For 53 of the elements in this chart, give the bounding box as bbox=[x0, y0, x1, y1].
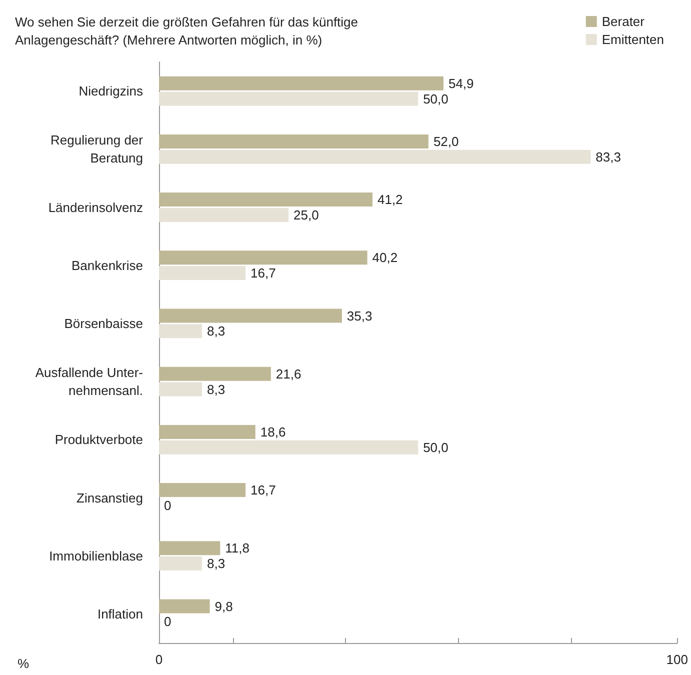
data-label: 11,8 bbox=[225, 540, 250, 556]
y-tick-label: Niedrigzins bbox=[78, 84, 144, 99]
y-tick-label: Immobilienblase bbox=[49, 548, 143, 564]
data-label: 25,0 bbox=[294, 207, 319, 222]
bar bbox=[159, 541, 220, 556]
x-tick-label: 100 bbox=[666, 652, 688, 667]
bar bbox=[159, 440, 418, 454]
bar bbox=[159, 134, 428, 148]
bar bbox=[159, 192, 372, 207]
data-label: 0 bbox=[164, 498, 172, 513]
bar bbox=[159, 324, 202, 338]
chart-title: Wo sehen Sie derzeit die größten Gefahren für das künftige Anlagengeschäft? (Mehrere Antworten möglich, in %) bbox=[15, 14, 358, 48]
bar bbox=[159, 92, 418, 106]
bar bbox=[159, 308, 342, 323]
data-label: 9,8 bbox=[214, 598, 233, 614]
data-label: 50,0 bbox=[423, 440, 448, 455]
data-label: 0 bbox=[164, 614, 172, 630]
data-label: 8,3 bbox=[207, 382, 226, 397]
x-axis-title: % bbox=[17, 656, 30, 671]
data-label: 54,9 bbox=[448, 76, 474, 91]
data-label: 35,3 bbox=[346, 308, 372, 324]
data-label: 52,0 bbox=[433, 134, 459, 149]
y-tick-label: Länderinsolvenz bbox=[48, 200, 143, 215]
y-tick-label: Produktverbote bbox=[54, 432, 143, 448]
y-tick-label: Inflation bbox=[97, 606, 143, 622]
data-label: 8,3 bbox=[207, 556, 226, 572]
data-label: 16,7 bbox=[250, 266, 276, 281]
legend-label: Berater bbox=[602, 14, 646, 29]
bar bbox=[159, 599, 210, 614]
bar bbox=[159, 208, 289, 222]
data-label: 21,6 bbox=[276, 366, 302, 382]
data-label: 41,2 bbox=[377, 192, 403, 208]
data-label: 8,3 bbox=[207, 324, 226, 339]
y-tick-label: Bankenkrise bbox=[71, 258, 143, 273]
bar bbox=[159, 483, 246, 498]
bar bbox=[159, 150, 591, 164]
bar bbox=[159, 250, 368, 265]
data-label: 16,7 bbox=[250, 482, 276, 498]
y-tick-label: Regulierung der Beratung bbox=[50, 132, 144, 166]
bar bbox=[159, 424, 256, 439]
data-label: 50,0 bbox=[423, 91, 448, 106]
data-label: 83,3 bbox=[596, 149, 621, 164]
y-tick-label: Börsenbaisse bbox=[64, 316, 143, 331]
bar bbox=[159, 266, 246, 280]
bar bbox=[159, 366, 271, 381]
data-label: 18,6 bbox=[260, 424, 286, 440]
legend-label: Emittenten bbox=[602, 32, 664, 47]
bar bbox=[159, 76, 444, 90]
y-tick-label: Zinsanstieg bbox=[76, 490, 143, 506]
bar bbox=[159, 556, 202, 571]
bar bbox=[159, 382, 202, 396]
data-label: 40,2 bbox=[372, 250, 398, 266]
y-tick-label: Ausfallende Unter- nehmensanl. bbox=[35, 365, 143, 398]
